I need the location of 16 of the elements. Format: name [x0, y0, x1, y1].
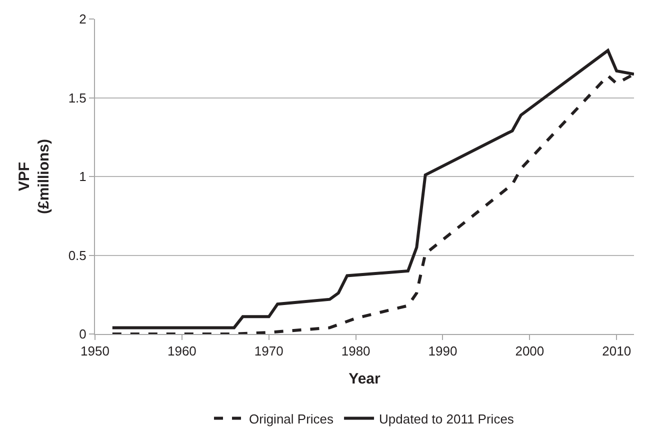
x-tick-label: 1960 — [167, 344, 196, 359]
x-tick-label: 1970 — [254, 344, 284, 359]
x-tick-label: 1950 — [80, 344, 110, 359]
y-tick-label: 0.5 — [68, 248, 86, 263]
legend-label: Updated to 2011 Prices — [379, 411, 514, 426]
x-tick-label: 1990 — [428, 344, 458, 359]
y-tick-label: 2 — [79, 12, 86, 27]
y-tick-label: 0 — [79, 326, 86, 342]
y-axis-title: VPF (£millions) — [16, 138, 53, 214]
x-tick-label: 2000 — [515, 344, 544, 359]
x-tick-label: 2010 — [602, 344, 632, 359]
y-tick-label: 1.5 — [68, 90, 86, 106]
y-tick-label: 1 — [79, 169, 86, 184]
x-axis-title: Year — [348, 370, 381, 388]
legend-label: Original Prices — [249, 411, 334, 426]
x-tick-label: 1980 — [341, 344, 370, 359]
